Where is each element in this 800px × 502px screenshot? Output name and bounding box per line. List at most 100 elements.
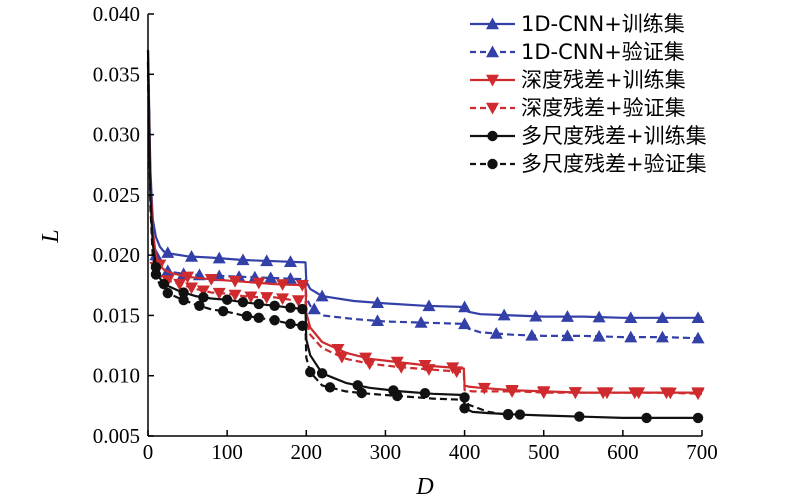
series-3-point-13 — [477, 382, 491, 395]
x-tick-label-3: 200 — [291, 440, 323, 464]
series-6-point-12 — [324, 382, 336, 393]
series-2-point-13 — [458, 317, 472, 330]
y-tick-label-8: 0.040 — [93, 2, 140, 26]
series-4-point-23 — [691, 388, 705, 401]
y-axis-title: L — [38, 229, 64, 243]
legend-entry-2: 1D-CNN+验证集 — [470, 40, 685, 64]
legend-entry-1: 1D-CNN+训练集 — [470, 12, 685, 36]
series-2-point-14 — [489, 327, 503, 339]
series-5-point-11 — [316, 368, 328, 379]
series-3-point-7 — [295, 279, 309, 292]
series-1-point-12 — [529, 309, 543, 322]
series-6-point-16 — [502, 409, 514, 421]
legend-label-4: 深度残差+验证集 — [521, 96, 686, 120]
series-5-point-17 — [514, 409, 526, 420]
series-3-line — [146, 62, 702, 394]
series-4-point-19 — [568, 387, 582, 400]
series-1-point-2 — [185, 250, 199, 262]
series-4-point-18 — [537, 387, 551, 400]
series-2-point-8 — [264, 271, 278, 284]
legend-marker-5 — [487, 130, 498, 142]
series-6-point-3 — [178, 294, 189, 306]
legend-entry-5: 多尺度残差+训练集 — [470, 124, 707, 148]
series-5-point-20 — [692, 412, 704, 424]
series-6-line — [146, 62, 513, 417]
series-3 — [146, 62, 705, 400]
series-4-point-12 — [335, 351, 349, 364]
series-1-point-10 — [458, 300, 472, 313]
series-6-point-14 — [392, 390, 403, 402]
legend-label-2: 1D-CNN+验证集 — [521, 40, 685, 64]
x-tick-label-7: 600 — [607, 440, 639, 464]
series-1-point-9 — [422, 299, 436, 312]
series-4-line — [146, 74, 703, 395]
series-5-point-4 — [198, 292, 209, 303]
series-6-point-4 — [194, 300, 205, 311]
series-1 — [146, 50, 705, 324]
series-4-point-4 — [185, 282, 199, 295]
series-4-point-20 — [600, 387, 614, 400]
series-4-point-14 — [394, 362, 408, 374]
series-4-point-6 — [212, 287, 226, 300]
y-tick-label-4: 0.020 — [93, 243, 140, 267]
series-3-point-2 — [181, 271, 195, 284]
series-6-point-11 — [305, 366, 316, 378]
series-2-point-12 — [414, 316, 428, 328]
series-6-point-10 — [297, 320, 308, 331]
legend-marker-3 — [486, 74, 499, 87]
series-6-point-7 — [253, 312, 264, 324]
series-5-point-18 — [574, 411, 585, 422]
series-3-point-3 — [204, 274, 218, 286]
legend-label-1: 1D-CNN+训练集 — [521, 12, 685, 36]
series-2-point-18 — [624, 330, 638, 343]
series-1-point-15 — [624, 311, 638, 324]
series-1-point-17 — [691, 311, 705, 324]
series-2-point-10 — [307, 302, 321, 315]
series-1-point-11 — [497, 308, 511, 321]
legend-label-6: 多尺度残差+验证集 — [521, 152, 707, 176]
legend-label-3: 深度残差+训练集 — [521, 68, 686, 92]
axes: 0 100 200 300 400 500 600 700 0.005 0.010 0.015 0.0… — [93, 2, 718, 464]
series-4-point-5 — [196, 285, 210, 298]
series-1-point-1 — [161, 246, 175, 258]
series-5-point-15 — [459, 403, 470, 414]
series-1-point-13 — [560, 310, 574, 322]
series-3-point-6 — [276, 279, 290, 291]
series-4-point-17 — [505, 386, 519, 398]
series-3-point-5 — [252, 277, 266, 290]
series-1-point-7 — [315, 289, 329, 302]
series-4-point-21 — [632, 387, 646, 400]
series-4-point-11 — [291, 295, 305, 307]
legend-entry-4: 深度残差+验证集 — [470, 96, 686, 120]
x-tick-label-5: 400 — [449, 440, 481, 464]
series-4-point-8 — [244, 291, 258, 304]
x-axis-title: D — [415, 474, 433, 500]
legend-marker-6 — [487, 158, 498, 170]
series-6-point-1 — [150, 269, 162, 280]
series-5-point-12 — [352, 380, 363, 391]
series-4-point-15 — [422, 364, 436, 376]
legend-entry-3: 深度残差+训练集 — [470, 68, 686, 92]
series-2-point-5 — [212, 269, 226, 282]
legend-marker-1 — [486, 17, 499, 30]
x-tick-label-4: 300 — [370, 440, 402, 464]
series-1-point-16 — [655, 311, 669, 324]
y-tick-label-6: 0.030 — [93, 123, 140, 147]
series-4-point-3 — [173, 278, 187, 291]
y-tick-label-1: 0.005 — [93, 424, 140, 448]
series-6-point-13 — [356, 387, 367, 399]
series-6-point-6 — [241, 310, 253, 322]
series-3-point-4 — [228, 275, 242, 288]
series-5-point-14 — [419, 387, 431, 399]
series-4-point-16 — [450, 366, 464, 379]
series-5-point-6 — [237, 296, 249, 308]
series-5-point-3 — [178, 287, 189, 298]
y-tick-label-2: 0.010 — [93, 364, 140, 388]
series-2-point-11 — [371, 314, 385, 327]
series-5-point-7 — [253, 298, 264, 310]
series-4-point-13 — [363, 358, 377, 371]
x-tick-label-6: 500 — [528, 440, 560, 464]
series-5-point-5 — [221, 294, 233, 305]
series-4-point-22 — [663, 387, 677, 400]
